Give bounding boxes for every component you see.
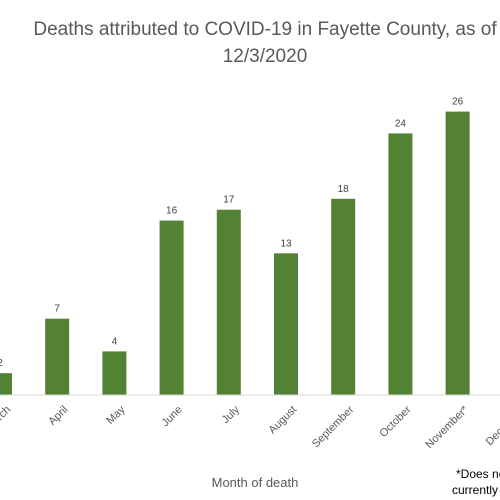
footnote-line1: *Does no — [456, 467, 500, 481]
x-tick-label-july: July — [220, 403, 243, 426]
x-tick-label-march: March — [0, 404, 13, 434]
data-label-august: 13 — [280, 238, 292, 249]
x-tick-label-may: May — [104, 403, 128, 427]
bars-group — [0, 111, 470, 395]
x-tick-label-october: October — [377, 403, 413, 439]
bar-may — [102, 351, 127, 395]
footnote-line2: currently b — [452, 483, 500, 497]
chart-title-line1: Deaths attributed to COVID-19 in Fayette… — [33, 19, 497, 40]
data-labels-group: 2 7 4 16 17 13 18 24 26 — [0, 97, 464, 370]
data-label-june: 16 — [166, 206, 178, 217]
chart-title-line2: 12/3/2020 — [223, 46, 308, 67]
x-tick-label-september: September — [310, 403, 357, 450]
x-tick-label-december: December — [484, 403, 500, 448]
data-label-may: 4 — [112, 336, 118, 347]
bar-july — [216, 209, 241, 395]
x-axis-title: Month of death — [212, 475, 299, 490]
x-tick-label-june: June — [159, 404, 184, 429]
bar-november — [445, 111, 470, 395]
data-label-november: 26 — [452, 97, 464, 108]
data-label-april: 7 — [54, 304, 60, 315]
bar-april — [45, 318, 70, 395]
x-tick-label-august: August — [267, 404, 300, 437]
data-label-march: 2 — [0, 358, 3, 369]
bar-october — [388, 133, 413, 395]
data-label-july: 17 — [223, 195, 235, 206]
x-tick-label-april: April — [46, 404, 70, 428]
x-tick-labels-group: March April May June July August September Octo… — [0, 403, 500, 451]
bar-september — [331, 198, 356, 395]
bar-june — [159, 220, 184, 395]
data-label-october: 24 — [395, 118, 407, 129]
data-label-september: 18 — [338, 184, 350, 195]
bar-august — [274, 253, 298, 395]
bar-march — [0, 373, 12, 395]
x-tick-label-november: November* — [423, 403, 471, 451]
